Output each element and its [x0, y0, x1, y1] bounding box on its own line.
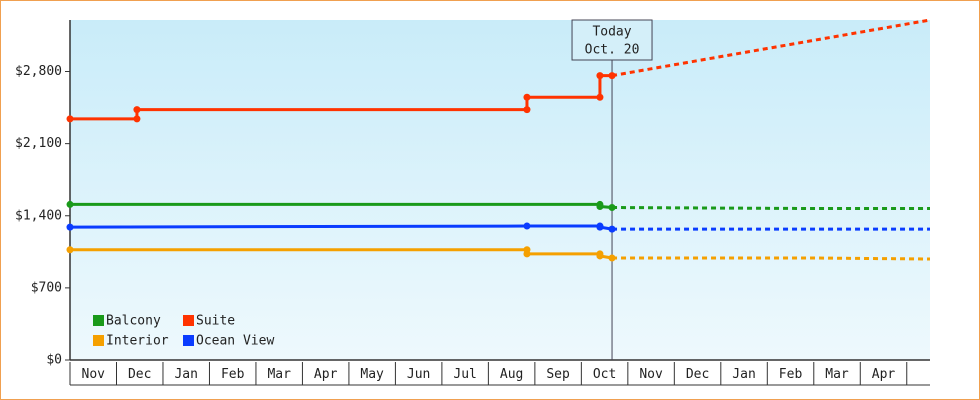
plot-area [70, 20, 930, 360]
x-tick-label: Sep [546, 367, 570, 382]
legend-swatch [93, 315, 104, 326]
x-tick-label: Mar [825, 367, 849, 382]
point [596, 202, 604, 210]
y-tick-label: $0 [46, 353, 62, 368]
today-date: Oct. 20 [585, 43, 640, 58]
legend-swatch [183, 315, 194, 326]
x-tick-label: Mar [267, 367, 291, 382]
forecast-line [612, 206, 930, 211]
point [608, 204, 616, 212]
point [596, 93, 604, 101]
point [66, 246, 74, 254]
x-tick-label: Jul [453, 367, 476, 382]
point [523, 93, 531, 101]
point [596, 252, 604, 260]
today-box [571, 19, 653, 61]
x-tick-label: Aug [500, 367, 523, 382]
x-tick-label: Feb [221, 367, 245, 382]
x-tick-label: Oct [593, 367, 616, 382]
point [608, 72, 616, 80]
point [66, 223, 74, 231]
y-tick-label: $700 [31, 280, 62, 295]
point [523, 250, 531, 258]
legend-label: Balcony [106, 314, 161, 329]
x-tick-label: Apr [314, 367, 338, 382]
point [523, 222, 531, 230]
legend-label: Interior [106, 334, 169, 349]
x-tick-label: May [360, 367, 384, 382]
x-tick-label: Apr [872, 367, 896, 382]
y-tick-label: $2,100 [15, 136, 62, 151]
forecast-line [612, 256, 931, 261]
point [66, 115, 74, 123]
x-tick-label: Nov [639, 367, 663, 382]
y-tick-label: $2,800 [15, 64, 62, 79]
legend-label: Ocean View [196, 334, 274, 349]
point [133, 106, 141, 114]
y-tick-label: $1,400 [15, 208, 62, 223]
legend-swatch [183, 335, 194, 346]
x-tick-label: Feb [779, 367, 803, 382]
x-tick-label: Nov [82, 367, 106, 382]
legend-swatch [93, 335, 104, 346]
x-tick-label: Jan [174, 367, 197, 382]
x-tick-label: Dec [686, 367, 709, 382]
today-label: Today [592, 25, 631, 40]
x-tick-label: Jan [732, 367, 755, 382]
x-tick-label: Jun [407, 367, 430, 382]
point [596, 72, 604, 80]
legend-label: Suite [196, 314, 235, 329]
point [133, 115, 141, 123]
point [596, 223, 604, 231]
point [523, 106, 531, 114]
x-tick-label: Dec [128, 367, 151, 382]
point [66, 200, 74, 208]
point [608, 254, 616, 262]
point [608, 225, 616, 233]
